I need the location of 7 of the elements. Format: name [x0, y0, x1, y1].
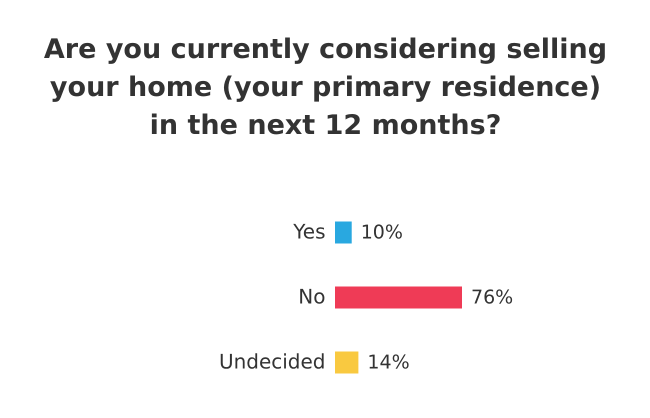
data-label: 10% — [360, 222, 403, 244]
data-label: 76% — [471, 286, 514, 308]
y-tick-label: No — [298, 284, 326, 308]
y-tick-label: Undecided — [218, 350, 326, 374]
data-label: 14% — [367, 352, 410, 374]
chart-title: Are you currently considering selling your home (your primary residence) in the next 12 months? — [44, 34, 608, 141]
y-tick-label: Yes — [292, 220, 326, 244]
